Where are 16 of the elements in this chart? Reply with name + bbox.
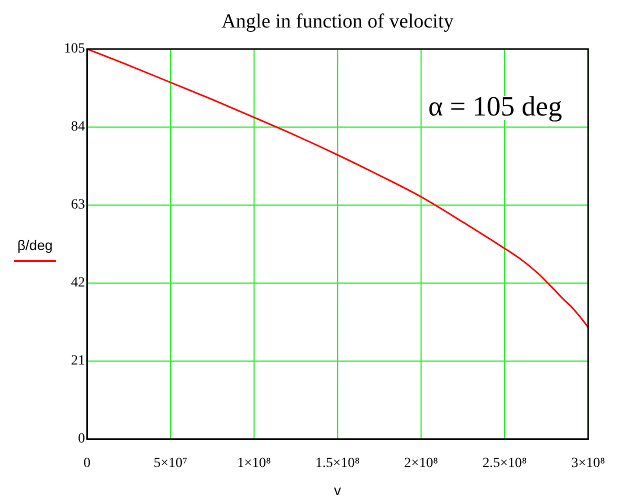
y-tick-label: 84 [71, 120, 85, 135]
x-tick-label: 5×10⁷ [154, 456, 188, 472]
y-tick-label: 21 [71, 354, 85, 369]
y-tick-label: 105 [64, 42, 85, 57]
x-tick-label: 3×10⁸ [571, 456, 606, 472]
x-tick-label: 1×10⁸ [237, 456, 272, 472]
x-tick-label: 2×10⁸ [404, 456, 438, 472]
x-axis-title: v [334, 482, 342, 498]
text: β/deg [17, 236, 53, 253]
y-tick-label: 0 [78, 432, 85, 447]
x-tick-label: 1.5×10⁸ [315, 456, 360, 472]
y-tick-label: 42 [71, 276, 85, 291]
chart-title: Angle in function of velocity [221, 10, 454, 32]
y-tick-label: 63 [71, 198, 85, 213]
annotation: α = 105 deg [428, 91, 562, 122]
x-tick-label: 2.5×10⁸ [482, 456, 527, 472]
